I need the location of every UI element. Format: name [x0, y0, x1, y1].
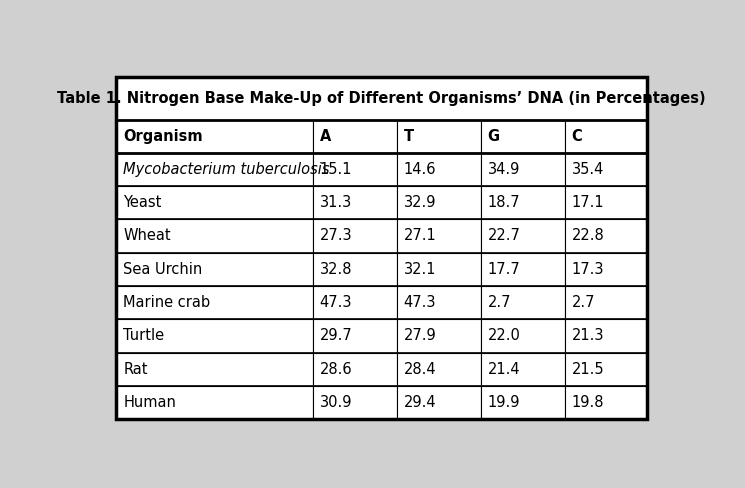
Bar: [313, 253, 396, 286]
Bar: [396, 186, 481, 219]
Bar: [481, 153, 565, 186]
Text: 32.8: 32.8: [320, 262, 352, 277]
Bar: [116, 120, 313, 153]
Bar: [396, 120, 481, 153]
Bar: [481, 186, 565, 219]
Bar: [565, 153, 647, 186]
Bar: [396, 353, 481, 386]
Text: 30.9: 30.9: [320, 395, 352, 410]
Bar: [116, 153, 313, 186]
Bar: [313, 386, 396, 419]
Bar: [481, 386, 565, 419]
Bar: [481, 219, 565, 253]
Text: 29.4: 29.4: [404, 395, 437, 410]
Bar: [116, 77, 647, 120]
Bar: [313, 186, 396, 219]
Bar: [481, 120, 565, 153]
Text: Marine crab: Marine crab: [123, 295, 210, 310]
Bar: [565, 353, 647, 386]
Bar: [565, 186, 647, 219]
Text: 32.9: 32.9: [404, 195, 436, 210]
Text: 32.1: 32.1: [404, 262, 436, 277]
Text: Mycobacterium tuberculosis: Mycobacterium tuberculosis: [123, 162, 329, 177]
Bar: [481, 353, 565, 386]
Bar: [481, 253, 565, 286]
Text: Sea Urchin: Sea Urchin: [123, 262, 203, 277]
Text: 28.4: 28.4: [404, 362, 437, 377]
Text: 35.4: 35.4: [571, 162, 604, 177]
Text: 21.3: 21.3: [571, 328, 604, 344]
Bar: [565, 286, 647, 319]
Bar: [116, 286, 313, 319]
Bar: [481, 286, 565, 319]
Text: A: A: [320, 129, 331, 144]
Bar: [396, 219, 481, 253]
Text: Table 1. Nitrogen Base Make-Up of Different Organisms’ DNA (in Percentages): Table 1. Nitrogen Base Make-Up of Differ…: [57, 91, 706, 106]
Bar: [313, 120, 396, 153]
Bar: [396, 386, 481, 419]
Bar: [396, 319, 481, 353]
Text: 22.7: 22.7: [487, 228, 521, 244]
Bar: [313, 153, 396, 186]
Text: 21.5: 21.5: [571, 362, 604, 377]
Bar: [565, 219, 647, 253]
Bar: [396, 253, 481, 286]
Text: 2.7: 2.7: [571, 295, 595, 310]
Text: 29.7: 29.7: [320, 328, 352, 344]
Bar: [116, 219, 313, 253]
Text: G: G: [487, 129, 500, 144]
Text: Turtle: Turtle: [123, 328, 165, 344]
Text: 17.7: 17.7: [487, 262, 520, 277]
Bar: [565, 319, 647, 353]
Bar: [116, 253, 313, 286]
Bar: [313, 286, 396, 319]
Text: 47.3: 47.3: [404, 295, 436, 310]
Text: 21.4: 21.4: [487, 362, 520, 377]
Text: C: C: [571, 129, 583, 144]
Bar: [116, 186, 313, 219]
Text: 34.9: 34.9: [487, 162, 520, 177]
Bar: [565, 253, 647, 286]
Text: 47.3: 47.3: [320, 295, 352, 310]
Text: 19.9: 19.9: [487, 395, 520, 410]
Text: 27.3: 27.3: [320, 228, 352, 244]
Bar: [313, 219, 396, 253]
Text: 18.7: 18.7: [487, 195, 520, 210]
Text: 31.3: 31.3: [320, 195, 352, 210]
Text: Human: Human: [123, 395, 176, 410]
Text: Rat: Rat: [123, 362, 148, 377]
Text: Wheat: Wheat: [123, 228, 171, 244]
Text: T: T: [404, 129, 413, 144]
Text: 22.0: 22.0: [487, 328, 521, 344]
Text: 17.3: 17.3: [571, 262, 604, 277]
Bar: [116, 353, 313, 386]
Text: 14.6: 14.6: [404, 162, 436, 177]
Text: 19.8: 19.8: [571, 395, 604, 410]
Bar: [313, 353, 396, 386]
Text: 28.6: 28.6: [320, 362, 352, 377]
Text: 15.1: 15.1: [320, 162, 352, 177]
Bar: [396, 286, 481, 319]
Bar: [313, 319, 396, 353]
Text: 22.8: 22.8: [571, 228, 604, 244]
Text: 17.1: 17.1: [571, 195, 604, 210]
Text: 2.7: 2.7: [487, 295, 511, 310]
Text: 27.1: 27.1: [404, 228, 437, 244]
Bar: [565, 386, 647, 419]
Bar: [396, 153, 481, 186]
Bar: [116, 319, 313, 353]
Text: Organism: Organism: [123, 129, 203, 144]
Bar: [116, 386, 313, 419]
Bar: [565, 120, 647, 153]
Text: Yeast: Yeast: [123, 195, 162, 210]
Bar: [481, 319, 565, 353]
Text: 27.9: 27.9: [404, 328, 437, 344]
